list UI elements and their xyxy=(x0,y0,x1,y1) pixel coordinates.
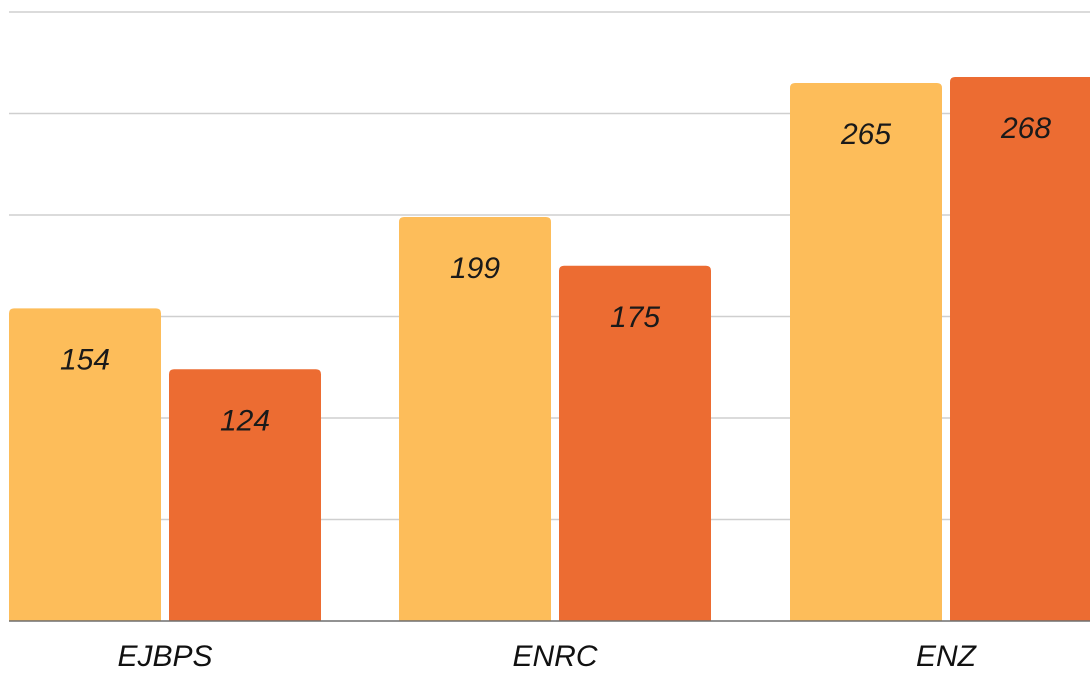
data-label-ejbps-series-2: 124 xyxy=(220,404,270,437)
data-labels: 154 124 199 175 265 268 xyxy=(60,112,1051,437)
bar-ejbps-series-2 xyxy=(169,369,321,621)
bar-enrc-series-1 xyxy=(399,217,551,621)
data-label-enrc-series-1: 199 xyxy=(450,252,500,285)
category-label-enz: ENZ xyxy=(916,640,978,673)
bar-enz-series-1 xyxy=(790,83,942,622)
data-label-enz-series-1: 265 xyxy=(840,118,891,151)
data-label-enrc-series-2: 175 xyxy=(610,301,660,334)
category-label-enrc: ENRC xyxy=(512,640,597,673)
bar-enz-series-2 xyxy=(950,76,1090,621)
bar-enrc-series-2 xyxy=(559,265,711,621)
data-label-ejbps-series-1: 154 xyxy=(60,343,110,376)
category-label-ejbps: EJBPS xyxy=(117,640,212,673)
bar-ejbps-series-1 xyxy=(9,308,161,621)
bars xyxy=(9,76,1090,622)
category-labels: EJBPS ENRC ENZ xyxy=(117,640,977,673)
data-label-enz-series-2: 268 xyxy=(1000,112,1051,145)
